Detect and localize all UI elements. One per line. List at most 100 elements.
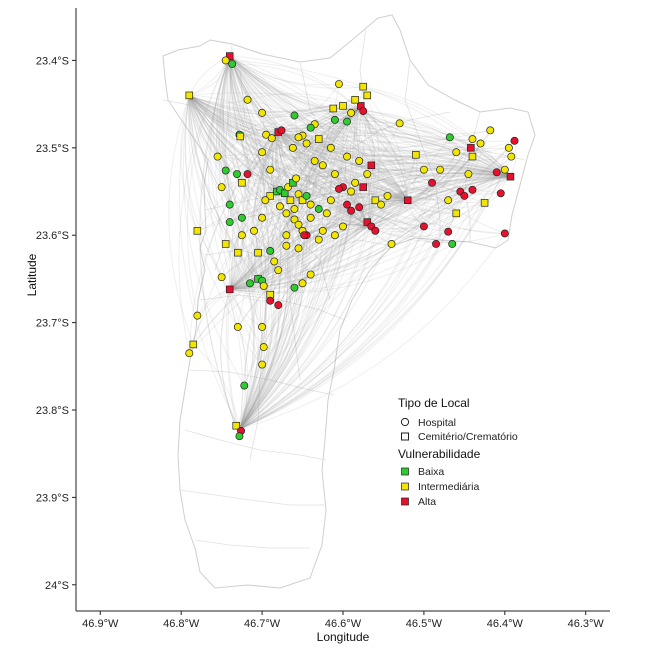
flow-arc bbox=[435, 176, 511, 245]
flow-arc bbox=[334, 176, 511, 236]
legend-cemetery-key bbox=[401, 432, 409, 441]
flow-arc bbox=[188, 95, 388, 197]
flow-arc bbox=[238, 200, 276, 430]
flow-arc bbox=[236, 129, 279, 175]
flow-arc bbox=[188, 95, 331, 149]
x-tick-label: 46.6°W bbox=[325, 618, 362, 630]
district-boundary bbox=[289, 260, 301, 381]
flow-arc bbox=[192, 199, 408, 345]
flow-arc bbox=[188, 95, 287, 214]
flow-arc bbox=[189, 94, 505, 174]
hospital-point bbox=[359, 107, 368, 116]
flow-arc bbox=[239, 250, 275, 430]
flow-arc bbox=[188, 95, 340, 190]
flow-arc bbox=[237, 108, 360, 253]
flow-arc bbox=[310, 193, 408, 206]
hospital-point bbox=[306, 200, 315, 209]
hospital-point bbox=[326, 143, 335, 152]
flow-arc bbox=[367, 151, 457, 227]
hospital-point bbox=[510, 136, 519, 145]
flow-arc bbox=[360, 105, 409, 201]
hospital-point bbox=[347, 187, 356, 196]
legend-color-title: Vulnerabilidade bbox=[398, 447, 481, 461]
hospital-point bbox=[262, 130, 271, 139]
cemetery-point bbox=[236, 132, 244, 141]
hospital-point bbox=[363, 170, 372, 178]
hospital-point bbox=[290, 111, 299, 120]
flow-arc bbox=[301, 108, 360, 284]
hospital-point bbox=[228, 59, 237, 68]
cemetery-point bbox=[351, 96, 359, 104]
flow-arc bbox=[269, 225, 368, 252]
flow-arc bbox=[269, 163, 511, 197]
flow-arc bbox=[346, 121, 409, 201]
flow-arc bbox=[229, 55, 453, 245]
flow-arc bbox=[278, 112, 352, 132]
district-boundary bbox=[404, 59, 441, 240]
hospital-point bbox=[270, 257, 279, 266]
flow-arc bbox=[366, 95, 409, 201]
flow-arc bbox=[229, 55, 348, 206]
flow-arc bbox=[358, 108, 512, 158]
flow-arc bbox=[188, 95, 231, 223]
flow-arc bbox=[237, 326, 249, 430]
flow-arc bbox=[278, 83, 340, 131]
flow-arc bbox=[229, 56, 311, 219]
hospital-point bbox=[436, 165, 445, 174]
flow-arc bbox=[229, 137, 299, 290]
flow-arc bbox=[189, 94, 473, 148]
flow-arc bbox=[229, 208, 295, 290]
flow-arc bbox=[226, 55, 241, 137]
flow-arc bbox=[254, 130, 279, 253]
flow-arc bbox=[217, 156, 255, 430]
flow-arc bbox=[239, 195, 465, 430]
flow-arc bbox=[229, 176, 511, 290]
flow-arc bbox=[363, 86, 511, 177]
flow-arc bbox=[182, 95, 245, 386]
flow-arc bbox=[257, 176, 511, 280]
cemetery-point bbox=[234, 248, 242, 257]
flow-arc bbox=[247, 130, 279, 365]
legend-hospital-label: Hospital bbox=[418, 417, 456, 429]
flow-arc bbox=[337, 108, 360, 189]
hospital-point bbox=[294, 220, 303, 229]
flow-arc bbox=[310, 172, 511, 219]
hospital-point bbox=[377, 200, 385, 209]
hospital-point bbox=[298, 279, 307, 288]
flow-arc bbox=[188, 130, 279, 354]
flow-arc bbox=[239, 169, 506, 430]
flow-arc bbox=[277, 130, 336, 175]
flow-arc bbox=[236, 150, 511, 178]
flow-arc bbox=[302, 199, 408, 284]
hospital-point bbox=[243, 170, 252, 178]
flow-arc bbox=[188, 95, 267, 136]
flow-arc bbox=[371, 176, 511, 227]
flow-arc bbox=[239, 152, 457, 430]
flow-arc bbox=[229, 55, 392, 245]
flow-arc bbox=[188, 94, 311, 129]
flow-arc bbox=[239, 115, 303, 430]
flow-arc bbox=[239, 154, 417, 430]
flow-arc bbox=[188, 95, 218, 157]
flow-arc bbox=[229, 195, 271, 290]
district-boundary bbox=[194, 539, 310, 549]
flow-arc bbox=[188, 95, 271, 171]
flow-arc bbox=[330, 192, 408, 201]
flow-arc bbox=[294, 176, 511, 288]
flow-arc bbox=[277, 129, 424, 171]
flow-arc bbox=[359, 160, 409, 201]
flow-arc bbox=[366, 154, 417, 227]
flow-arc bbox=[229, 55, 340, 86]
flow-arc bbox=[237, 252, 256, 430]
flow-arc bbox=[239, 189, 287, 430]
flow-arc bbox=[278, 129, 469, 177]
hospital-point bbox=[221, 166, 230, 175]
flow-arc bbox=[263, 108, 360, 348]
flow-arc bbox=[239, 202, 486, 430]
flow-arc bbox=[261, 225, 368, 282]
flow-arc bbox=[278, 86, 364, 131]
flow-arc bbox=[277, 199, 408, 306]
flow-arc bbox=[229, 217, 263, 290]
flow-arc bbox=[358, 108, 505, 171]
